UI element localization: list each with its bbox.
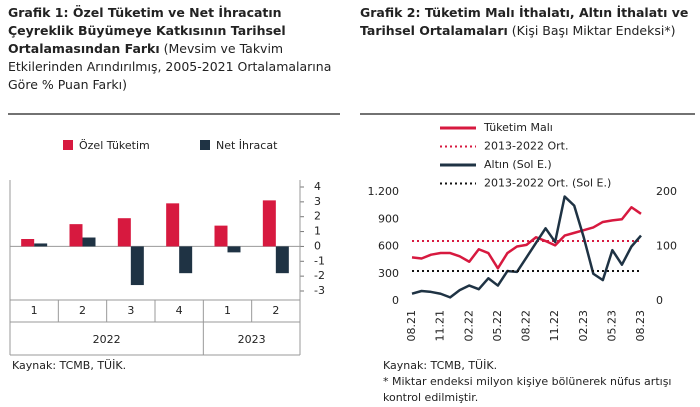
y-tick-label: 1.200 (368, 185, 400, 198)
source-note: Kaynak: TCMB, TÜİK. (12, 359, 127, 372)
legend-label: 2013-2022 Ort. (Sol E.) (484, 177, 611, 190)
title-bold: Grafik 2: Tüketim Malı İthalatı, Altın İ… (360, 5, 689, 38)
bar (21, 239, 35, 247)
y-tick-label: 0 (392, 294, 399, 307)
legend-label: Tüketim Malı (483, 121, 553, 134)
x-tick-label: 08.23 (634, 310, 647, 342)
y-tick-label: 0 (314, 239, 321, 252)
y-tick-label: 600 (378, 240, 399, 253)
bar (34, 243, 48, 247)
x-tick-label: 11.22 (548, 310, 561, 342)
title-bold: Grafik 1: Özel Tüketim ve Net İhracatın … (8, 5, 286, 56)
line-series (411, 206, 642, 270)
y-tick-label: 4 (314, 180, 321, 193)
x-tick-label: 4 (176, 304, 183, 317)
y-tick-label: 3 (314, 195, 321, 208)
bar (214, 225, 228, 247)
y2-tick-label: 200 (656, 185, 677, 198)
y-tick-label: 900 (378, 212, 399, 225)
y-tick-label: 1 (314, 225, 321, 238)
group-label: 2023 (238, 333, 266, 346)
y-tick-label: -2 (314, 269, 325, 282)
legend-label: 2013-2022 Ort. (484, 140, 568, 153)
legend-swatch (63, 140, 73, 150)
x-tick-label: 1 (224, 304, 231, 317)
bar (69, 224, 83, 247)
bar (130, 246, 144, 286)
legend-swatch (200, 140, 210, 150)
subtitle: (Kişi Başı Miktar Endeksi*) (511, 23, 676, 38)
chart-title: Grafik 2: Tüketim Malı İthalatı, Altın İ… (360, 4, 695, 40)
x-tick-label: 05.22 (491, 310, 504, 342)
y-tick-label: 2 (314, 210, 321, 223)
bar (227, 246, 241, 253)
source-note: Kaynak: TCMB, TÜİK. (383, 359, 498, 372)
legend-label: Altın (Sol E.) (484, 158, 552, 171)
x-tick-label: 1 (31, 304, 38, 317)
y2-tick-label: 100 (656, 240, 677, 253)
x-tick-label: 08.21 (405, 310, 418, 342)
x-tick-label: 2 (272, 304, 279, 317)
line-series (411, 195, 642, 299)
bar (117, 218, 131, 247)
y-tick-label: 300 (378, 267, 399, 280)
x-tick-label: 08.22 (520, 310, 533, 342)
bar (179, 246, 193, 274)
chart-title: Grafik 1: Özel Tüketim ve Net İhracatın … (8, 4, 338, 94)
footnote: * Miktar endeksi milyon kişiye bölünerek… (383, 375, 672, 404)
y2-tick-label: 0 (656, 294, 663, 307)
bar (82, 237, 96, 247)
x-tick-label: 11.21 (434, 310, 447, 342)
group-label: 2022 (93, 333, 121, 346)
bar (275, 246, 289, 274)
x-tick-label: 05.23 (605, 310, 618, 342)
x-tick-label: 02.22 (462, 310, 475, 342)
x-tick-label: 02.23 (577, 310, 590, 342)
y-tick-label: -1 (314, 254, 325, 267)
bar (262, 200, 276, 247)
legend-label: Özel Tüketim (79, 139, 150, 152)
y-tick-label: -3 (314, 284, 325, 297)
legend-label: Net İhracat (216, 139, 278, 152)
x-tick-label: 2 (79, 304, 86, 317)
subtitle: (Mevsim ve Takvim Etkilerinden Arındırıl… (8, 41, 332, 92)
x-tick-label: 3 (127, 304, 134, 317)
bar (166, 203, 180, 247)
